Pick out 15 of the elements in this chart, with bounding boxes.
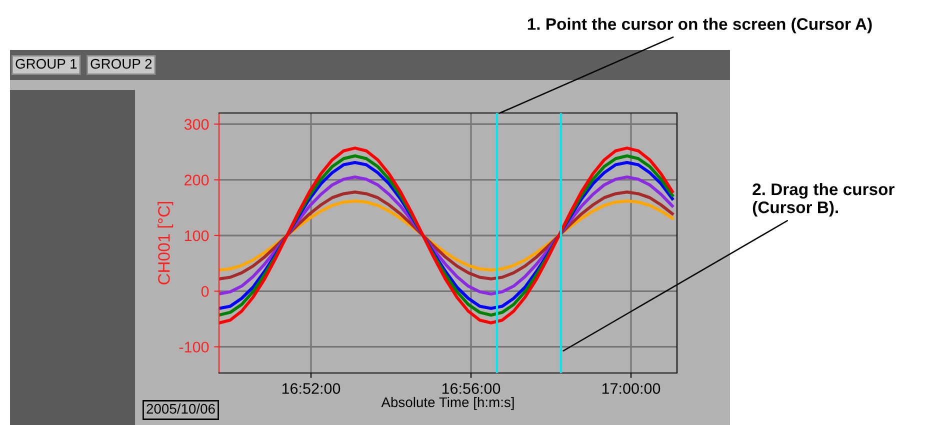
ref-line-label: 2. Drag the cursor (Cursor B). <box>752 182 894 217</box>
y-tick-label: 0 <box>201 286 209 297</box>
x-tick-label: 16:56:00 <box>442 383 500 394</box>
y-tick-label: 200 <box>184 174 209 186</box>
y-tick-label: 100 <box>184 230 209 242</box>
ref-line-label: 1. Point the cursor on the screen (Cursor A) <box>528 18 872 34</box>
y-tick-label: -100 <box>179 342 209 353</box>
text: 2005/10/06 <box>146 404 215 414</box>
x-tick-label: 16:52:00 <box>282 383 340 394</box>
y-tick-label: 300 <box>184 119 209 130</box>
y-axis-title: CH001 [°C] <box>158 202 174 284</box>
x-tick-label: 17:00:00 <box>602 383 660 394</box>
text: GROUP 1 <box>16 58 77 69</box>
text: GROUP 2 <box>90 58 152 69</box>
x-axis-title: Absolute Time [h:m:s] <box>381 396 514 410</box>
